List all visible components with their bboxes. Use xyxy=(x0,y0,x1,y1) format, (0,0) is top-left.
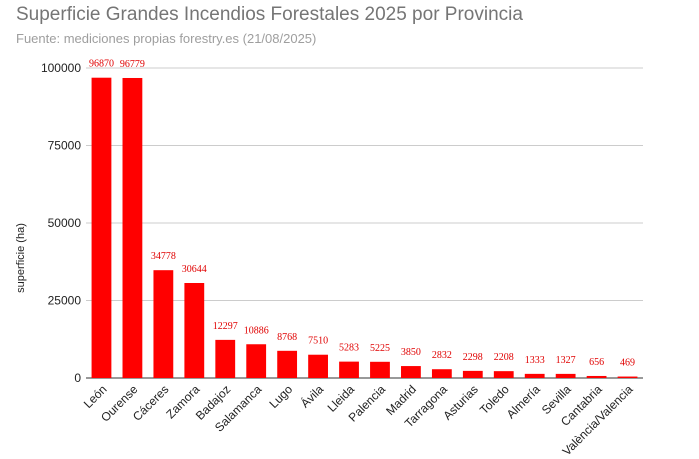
data-label: 96779 xyxy=(120,59,145,70)
bar xyxy=(339,361,359,378)
bar xyxy=(462,370,483,378)
data-label: 469 xyxy=(620,358,635,369)
data-labels: 96870 96779 34778 30644 12297 10886 8768 7510 52… xyxy=(89,59,635,369)
data-label: 10886 xyxy=(244,325,269,336)
bar xyxy=(493,371,514,378)
bar xyxy=(122,77,143,378)
bars xyxy=(91,77,638,378)
data-label: 2298 xyxy=(463,352,483,363)
y-tick-label: 50000 xyxy=(48,216,82,230)
bar xyxy=(91,77,112,378)
data-label: 3850 xyxy=(401,347,421,358)
bar xyxy=(153,270,174,378)
y-tick-label: 25000 xyxy=(48,294,82,308)
bar xyxy=(308,354,328,378)
bar xyxy=(401,366,421,378)
data-label: 656 xyxy=(589,357,604,368)
y-axis-label: superficie (ha) xyxy=(15,223,27,293)
data-label: 30644 xyxy=(182,264,207,275)
data-label: 8768 xyxy=(277,332,297,343)
x-tick-label: Asturias xyxy=(440,382,481,423)
x-tick-label: Ávila xyxy=(297,381,326,410)
bar xyxy=(215,339,236,378)
bar xyxy=(524,373,545,378)
bar xyxy=(586,375,607,378)
y-axis-ticks: 0 25000 50000 75000 100000 xyxy=(41,61,81,385)
data-label: 1327 xyxy=(556,355,576,366)
data-label: 1333 xyxy=(525,355,545,366)
data-label: 34778 xyxy=(151,251,176,262)
data-label: 7510 xyxy=(308,336,328,347)
bar xyxy=(555,373,576,378)
x-tick-label: Lugo xyxy=(266,382,295,411)
bar xyxy=(184,283,205,378)
data-label: 2832 xyxy=(432,350,452,361)
bar xyxy=(370,361,390,378)
y-tick-label: 75000 xyxy=(48,139,82,153)
x-axis-ticks: LeónOurenseCáceresZamoraBadajozSalamanca… xyxy=(81,381,636,458)
data-label: 5283 xyxy=(339,343,359,354)
data-label: 2208 xyxy=(494,352,514,363)
data-label: 5225 xyxy=(370,343,390,354)
bar xyxy=(617,376,638,378)
x-tick-label: Almería xyxy=(504,382,543,421)
bar xyxy=(277,350,298,378)
bar xyxy=(431,369,452,378)
bar xyxy=(246,344,267,378)
gridlines xyxy=(86,67,643,379)
y-tick-label: 0 xyxy=(74,371,81,385)
chart-subtitle: Fuente: mediciones propias forestry.es (… xyxy=(16,31,317,46)
data-label: 12297 xyxy=(213,321,238,332)
data-label: 96870 xyxy=(89,59,114,70)
chart-title: Superficie Grandes Incendios Forestales … xyxy=(16,4,523,25)
y-tick-label: 100000 xyxy=(41,61,81,75)
